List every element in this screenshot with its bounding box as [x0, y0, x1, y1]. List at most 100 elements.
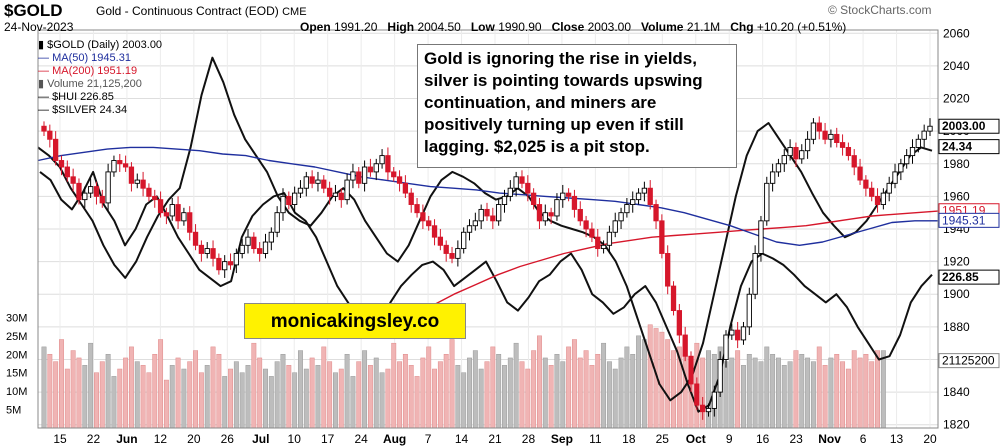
ma50-value-tag: 1945.31: [942, 213, 986, 227]
candle-body: [595, 236, 601, 250]
volume-bar: [571, 339, 577, 429]
candle-body: [834, 133, 840, 143]
candle-body: [443, 244, 449, 254]
candle-body: [839, 142, 846, 148]
hui-value-tag-box: [938, 269, 1000, 285]
volume-bar: [216, 354, 222, 429]
candle-body: [665, 253, 671, 287]
time-tick-label: 18: [622, 432, 636, 446]
time-tick-label: 12: [154, 432, 168, 446]
volume-bar: [746, 354, 752, 429]
candle-body: [769, 171, 776, 184]
price-tick-label: 1880: [943, 320, 970, 334]
volume-bar: [175, 357, 181, 429]
price-tick-label: 2020: [943, 92, 970, 106]
volume-bar: [752, 357, 758, 429]
volume-tick-label: 5M: [6, 405, 21, 417]
candle-body: [490, 215, 496, 222]
candle-body: [507, 187, 513, 197]
candle-body: [321, 179, 327, 189]
candle-body: [426, 220, 432, 227]
candle-body: [268, 231, 274, 243]
candle-body: [892, 171, 898, 184]
candle-body: [647, 187, 653, 205]
contract-description: Gold - Continuous Contract (EOD) CME: [96, 4, 307, 18]
candle-body: [904, 155, 910, 165]
volume-bar: [735, 350, 741, 429]
candle-body: [99, 195, 105, 204]
volume-bar: [781, 365, 787, 429]
candle-body: [577, 208, 583, 222]
volume-bar: [612, 368, 618, 429]
volume-bar: [443, 354, 449, 429]
candle-body: [361, 166, 368, 184]
candle-body: [530, 192, 537, 205]
candle-body: [676, 310, 683, 336]
candle-body: [396, 176, 403, 184]
volume-bar: [268, 376, 274, 429]
candle-body: [251, 236, 257, 250]
candle-body: [828, 133, 834, 140]
candle-body: [909, 146, 916, 157]
volume-bar: [210, 346, 216, 429]
source-credit[interactable]: © StockCharts.com: [828, 3, 932, 17]
volume-bar: [519, 361, 525, 429]
symbol-title: $GOLD: [4, 1, 63, 20]
candle-body: [367, 166, 374, 173]
volume-bar: [834, 354, 840, 429]
candle-body: [163, 212, 170, 217]
candle-body: [589, 228, 595, 238]
silver-value-tag-box: [938, 139, 1000, 155]
volume-bar: [799, 354, 805, 429]
candle-body: [152, 195, 158, 201]
candle-body: [915, 138, 921, 148]
open-value: 1991.20: [334, 20, 378, 34]
axis-labels: 2060204020202000198019601940192019001880…: [6, 26, 1000, 446]
volume-bar: [606, 361, 612, 429]
candle-body: [560, 192, 566, 201]
volume-tick-label: 30M: [6, 312, 27, 324]
volume-bar: [152, 354, 158, 429]
time-tick-label: 28: [522, 432, 536, 446]
candle-body: [700, 404, 706, 413]
candle-body: [47, 130, 53, 140]
volume-bar: [111, 376, 117, 429]
candle-body: [227, 261, 234, 266]
time-tick-label: Nov: [818, 432, 841, 446]
change-value: +10.20 (+0.51%): [756, 20, 847, 34]
legend-silver-swatch: —: [38, 104, 53, 116]
volume-bar: [467, 357, 472, 429]
candle-body: [804, 138, 811, 152]
time-tick-label: 24: [354, 432, 368, 446]
volume-bar: [851, 350, 857, 429]
volume-bar: [344, 354, 350, 429]
legend-silver: — $SILVER 24.34: [38, 104, 162, 117]
volume-bar: [105, 354, 111, 429]
candle-body: [233, 253, 240, 266]
candle-body: [461, 231, 467, 250]
volume-bars: [41, 324, 886, 429]
price-tick-label: 1840: [943, 385, 970, 399]
legend-gold-swatch: ▮: [38, 39, 48, 51]
candle-body: [764, 182, 770, 222]
candle-body: [431, 225, 438, 238]
volume-bar: [402, 354, 408, 429]
exchange-text: CME: [282, 6, 307, 18]
chart-date: 24-Nov-2023: [4, 20, 74, 34]
volume-bar: [59, 339, 64, 429]
candle-body: [711, 391, 717, 409]
candle-body: [630, 199, 636, 205]
candle-body: [635, 192, 642, 201]
volume-bar: [373, 357, 379, 429]
volume-label: Volume: [641, 20, 684, 34]
volume-bar: [245, 365, 251, 429]
candle-body: [869, 187, 875, 197]
price-tick-label: 1980: [943, 157, 970, 171]
volume-bar: [257, 357, 263, 429]
high-value: 2004.50: [417, 20, 461, 34]
candle-body: [385, 155, 391, 173]
volume-value: 21.1M: [686, 20, 721, 34]
description-text: Gold - Continuous Contract (EOD): [96, 4, 279, 18]
volume-bar: [490, 346, 496, 429]
